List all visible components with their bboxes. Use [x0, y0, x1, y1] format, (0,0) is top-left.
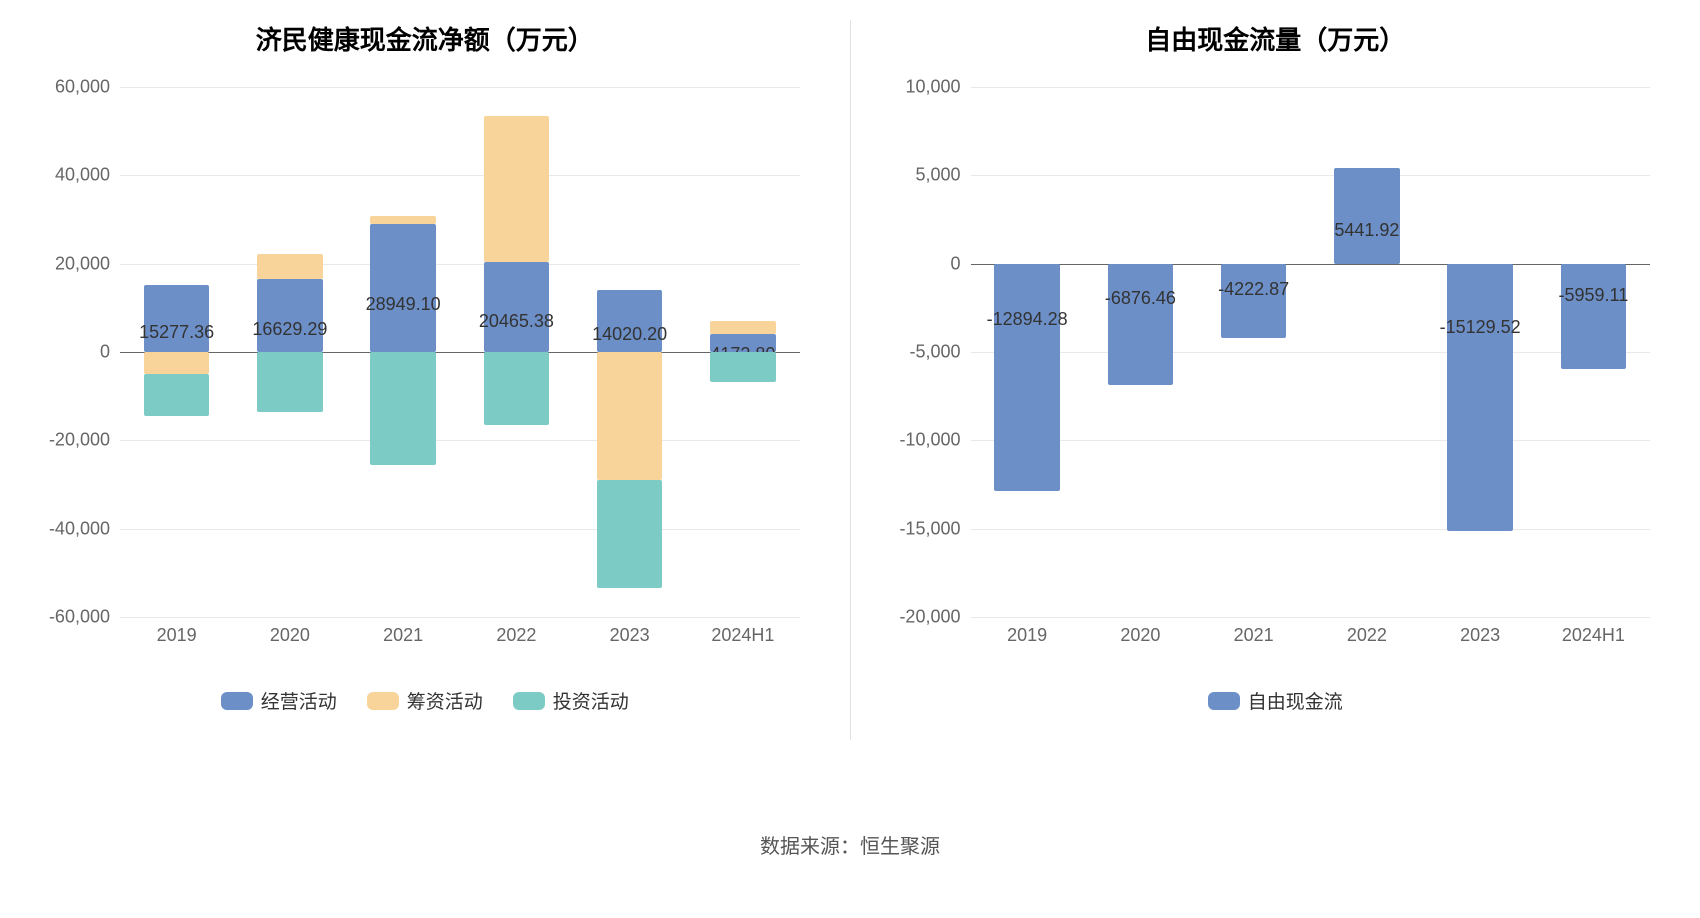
bar-segment: [370, 216, 436, 224]
bar-value-label: 15277.36: [139, 322, 214, 343]
ytick-label: 5,000: [915, 165, 970, 186]
bar: [1334, 168, 1400, 264]
category-column: 2023-15129.52: [1424, 87, 1537, 617]
bar: [1108, 264, 1174, 385]
bar-value-label: 5441.92: [1334, 220, 1399, 241]
bar-value-label: 14020.20: [592, 324, 667, 345]
category-column: 2024H14172.80: [686, 87, 799, 617]
category-column: 202220465.38: [460, 87, 573, 617]
ytick-label: -5,000: [909, 342, 970, 363]
right-chart-title: 自由现金流量（万元）: [881, 20, 1671, 57]
bar-segment: [484, 116, 550, 262]
ytick-label: 0: [950, 253, 970, 274]
xtick-label: 2024H1: [711, 617, 774, 646]
bar-segment: [710, 321, 776, 333]
bar-segment: [257, 279, 323, 352]
left-grid: -60,000-40,000-20,000020,00040,00060,000…: [120, 87, 800, 617]
bar: [1447, 264, 1513, 531]
ytick-label: -20,000: [49, 430, 120, 451]
category-column: 201915277.36: [120, 87, 233, 617]
right-chart-panel: 自由现金流量（万元） -20,000-15,000-10,000-5,00005…: [851, 0, 1700, 820]
ytick-label: -20,000: [899, 607, 970, 628]
gridline: [120, 617, 800, 618]
legend-item: 投资活动: [513, 687, 629, 714]
legend-swatch: [1208, 692, 1240, 710]
category-column: 202016629.29: [233, 87, 346, 617]
xtick-label: 2021: [1234, 617, 1274, 646]
xtick-label: 2020: [1120, 617, 1160, 646]
ytick-label: -15,000: [899, 518, 970, 539]
data-source-text: 数据来源：恒生聚源: [0, 830, 1700, 859]
bar-segment: [257, 254, 323, 278]
bar-value-label: 28949.10: [366, 294, 441, 315]
category-column: 202128949.10: [347, 87, 460, 617]
legend-label: 自由现金流: [1248, 687, 1343, 714]
legend-swatch: [221, 692, 253, 710]
bars-layer: 201915277.36202016629.29202128949.102022…: [120, 87, 800, 617]
bar-segment: [144, 352, 210, 374]
left-plot-area: -60,000-40,000-20,000020,00040,00060,000…: [120, 67, 800, 657]
gridline: [971, 617, 1651, 618]
legend-item: 自由现金流: [1208, 687, 1343, 714]
left-legend: 经营活动 筹资活动 投资活动: [30, 687, 820, 714]
bar: [994, 264, 1060, 492]
bar-value-label: -12894.28: [987, 309, 1068, 330]
category-column: 202314020.20: [573, 87, 686, 617]
legend-label: 筹资活动: [407, 687, 483, 714]
ytick-label: 0: [100, 342, 120, 363]
xtick-label: 2024H1: [1562, 617, 1625, 646]
bar: [1221, 264, 1287, 339]
bar-segment: [257, 352, 323, 412]
bar-segment: [710, 352, 776, 382]
right-plot-area: -20,000-15,000-10,000-5,00005,00010,0002…: [971, 67, 1651, 657]
legend-swatch: [513, 692, 545, 710]
bar-value-label: -5959.11: [1559, 285, 1629, 306]
xtick-label: 2023: [1460, 617, 1500, 646]
left-chart-panel: 济民健康现金流净额（万元） -60,000-40,000-20,000020,0…: [0, 0, 850, 820]
bar-segment: [597, 352, 663, 480]
category-column: 2019-12894.28: [971, 87, 1084, 617]
bar-segment: [144, 374, 210, 416]
ytick-label: -60,000: [49, 607, 120, 628]
xtick-label: 2021: [383, 617, 423, 646]
category-column: 2024H1-5959.11: [1537, 87, 1650, 617]
page: 济民健康现金流净额（万元） -60,000-40,000-20,000020,0…: [0, 0, 1700, 918]
bars-layer: 2019-12894.282020-6876.462021-4222.87202…: [971, 87, 1651, 617]
xtick-label: 2023: [610, 617, 650, 646]
xtick-label: 2022: [496, 617, 536, 646]
legend-label: 经营活动: [261, 687, 337, 714]
xtick-label: 2020: [270, 617, 310, 646]
category-column: 2021-4222.87: [1197, 87, 1310, 617]
right-grid: -20,000-15,000-10,000-5,00005,00010,0002…: [971, 87, 1651, 617]
bar-value-label: 16629.29: [252, 319, 327, 340]
ytick-label: 40,000: [55, 165, 120, 186]
ytick-label: 60,000: [55, 77, 120, 98]
xtick-label: 2022: [1347, 617, 1387, 646]
ytick-label: 20,000: [55, 253, 120, 274]
bar-value-label: -6876.46: [1105, 288, 1176, 309]
bar-segment: [370, 224, 436, 352]
ytick-label: 10,000: [905, 77, 970, 98]
bar-segment: [484, 262, 550, 352]
legend-item: 经营活动: [221, 687, 337, 714]
bar-segment: [370, 352, 436, 465]
ytick-label: -10,000: [899, 430, 970, 451]
bar-segment: [597, 480, 663, 588]
xtick-label: 2019: [157, 617, 197, 646]
bar-value-label: -15129.52: [1440, 317, 1521, 338]
xtick-label: 2019: [1007, 617, 1047, 646]
bar-value-label: 20465.38: [479, 311, 554, 332]
category-column: 2020-6876.46: [1084, 87, 1197, 617]
bar-segment: [484, 352, 550, 425]
legend-label: 投资活动: [553, 687, 629, 714]
charts-row: 济民健康现金流净额（万元） -60,000-40,000-20,000020,0…: [0, 0, 1700, 820]
left-chart-title: 济民健康现金流净额（万元）: [30, 20, 820, 57]
legend-item: 筹资活动: [367, 687, 483, 714]
ytick-label: -40,000: [49, 518, 120, 539]
right-legend: 自由现金流: [881, 687, 1671, 714]
legend-swatch: [367, 692, 399, 710]
bar-value-label: -4222.87: [1218, 279, 1289, 300]
bar: [1561, 264, 1627, 369]
category-column: 20225441.92: [1310, 87, 1423, 617]
